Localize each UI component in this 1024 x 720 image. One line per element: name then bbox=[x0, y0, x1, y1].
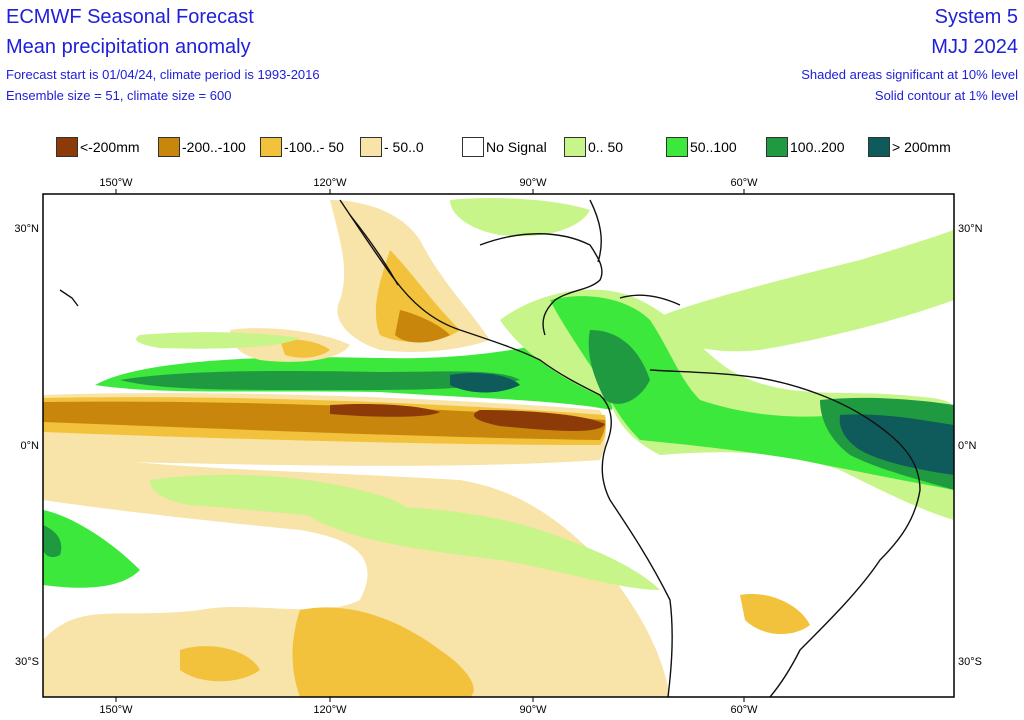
map-field bbox=[43, 194, 954, 697]
lon-label-top: 150°W bbox=[99, 177, 133, 189]
legend-swatch bbox=[766, 137, 788, 157]
lat-label-left: 30°N bbox=[14, 223, 39, 235]
ensemble-info: Ensemble size = 51, climate size = 600 bbox=[6, 88, 232, 103]
lat-label-right: 30°N bbox=[958, 223, 983, 235]
lat-label-right: 30°S bbox=[958, 656, 982, 668]
map-frame bbox=[42, 193, 955, 698]
contour-note: Solid contour at 1% level bbox=[874, 88, 1018, 103]
legend-swatch bbox=[158, 137, 180, 157]
lon-label-top: 120°W bbox=[313, 177, 347, 189]
legend-swatch bbox=[56, 137, 78, 157]
lon-label-top: 60°W bbox=[730, 177, 758, 189]
coastlines bbox=[59, 199, 921, 697]
map-subtitle: Mean precipitation anomaly bbox=[6, 36, 251, 58]
legend-label: > 200mm bbox=[892, 139, 951, 155]
legend-item: 50..100 bbox=[666, 136, 737, 158]
legend-label: No Signal bbox=[486, 139, 547, 155]
axis-ticks bbox=[115, 189, 745, 702]
map-title: ECMWF Seasonal Forecast bbox=[6, 6, 254, 28]
legend-label: 100..200 bbox=[790, 139, 845, 155]
legend-swatch bbox=[564, 137, 586, 157]
legend-label: -200..-100 bbox=[182, 139, 246, 155]
legend-label: 0.. 50 bbox=[588, 139, 624, 155]
legend-item: <-200mm bbox=[56, 136, 140, 158]
legend-item: 0.. 50 bbox=[564, 136, 623, 158]
legend-item: - 50..0 bbox=[360, 136, 424, 158]
legend-label: -100..- 50 bbox=[284, 139, 344, 155]
lon-label-top: 90°W bbox=[519, 177, 547, 189]
lon-label-bottom: 90°W bbox=[519, 704, 547, 716]
lat-label-right: 0°N bbox=[958, 440, 977, 452]
legend-label: - 50..0 bbox=[384, 139, 424, 155]
lat-label-left: 30°S bbox=[15, 656, 39, 668]
legend-swatch bbox=[462, 137, 484, 157]
legend-item: 100..200 bbox=[766, 136, 845, 158]
lon-label-bottom: 150°W bbox=[99, 704, 133, 716]
legend-item: -100..- 50 bbox=[260, 136, 344, 158]
legend-swatch bbox=[360, 137, 382, 157]
forecast-info: Forecast start is 01/04/24, climate peri… bbox=[6, 67, 320, 82]
period-label: MJJ 2024 bbox=[931, 36, 1018, 58]
legend-swatch bbox=[868, 137, 890, 157]
precipitation-anomaly-map: 150°W 120°W 90°W 60°W 150°W 120°W 90°W 6… bbox=[14, 177, 983, 716]
lon-label-bottom: 60°W bbox=[730, 704, 758, 716]
legend-swatch bbox=[260, 137, 282, 157]
legend-item: No Signal bbox=[462, 136, 547, 158]
legend-item: -200..-100 bbox=[158, 136, 246, 158]
legend-label: <-200mm bbox=[80, 139, 140, 155]
significance-note: Shaded areas significant at 10% level bbox=[801, 67, 1018, 82]
system-label: System 5 bbox=[934, 6, 1018, 28]
legend-item: > 200mm bbox=[868, 136, 951, 158]
legend-label: 50..100 bbox=[690, 139, 737, 155]
color-legend: <-200mm -200..-100 -100..- 50 - 50..0 No… bbox=[56, 136, 976, 158]
lon-label-bottom: 120°W bbox=[313, 704, 347, 716]
legend-swatch bbox=[666, 137, 688, 157]
lat-label-left: 0°N bbox=[21, 440, 40, 452]
